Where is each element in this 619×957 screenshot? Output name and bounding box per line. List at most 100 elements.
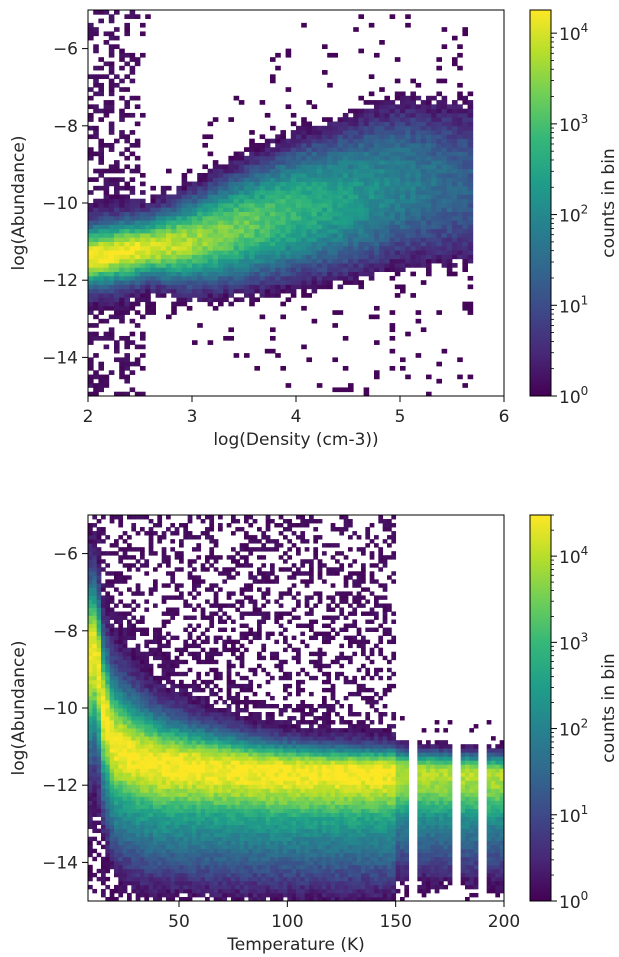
heatmap-cell	[441, 151, 448, 157]
heatmap-cell	[254, 215, 260, 221]
heatmap-cell	[92, 623, 98, 628]
heatmap-cell	[144, 804, 150, 809]
heatmap-cell	[457, 125, 463, 131]
heatmap-cell	[166, 559, 171, 564]
heatmap-cell	[244, 280, 250, 285]
heatmap-cell	[436, 57, 442, 62]
heatmap-cell	[166, 876, 171, 882]
heatmap-cell	[105, 716, 111, 721]
heatmap-cell	[238, 237, 245, 242]
heatmap-cell	[436, 241, 442, 247]
heatmap-cell	[127, 619, 132, 624]
heatmap-cell	[166, 220, 172, 225]
heatmap-cell	[105, 579, 111, 584]
heatmap-cell	[109, 780, 115, 785]
heatmap-cell	[223, 271, 229, 277]
heatmap-cell	[88, 228, 94, 234]
heatmap-cell	[358, 267, 364, 273]
heatmap-cell	[218, 164, 224, 170]
heatmap-cell	[379, 112, 385, 118]
heatmap-cell	[196, 736, 202, 741]
heatmap-cell	[389, 241, 396, 247]
heatmap-cell	[145, 254, 151, 260]
heatmap-cell	[93, 263, 99, 268]
heatmap-cell	[254, 203, 260, 208]
heatmap-cell	[183, 808, 189, 813]
heatmap-cell	[202, 297, 208, 303]
heatmap-cell	[259, 293, 266, 298]
heatmap-cell	[457, 374, 463, 380]
heatmap-cell	[405, 258, 411, 264]
heatmap-cell	[420, 134, 427, 140]
heatmap-cell	[105, 812, 111, 817]
heatmap-cell	[348, 263, 354, 268]
heatmap-cell	[311, 155, 318, 161]
heatmap-cell	[166, 864, 171, 870]
heatmap-cell	[88, 820, 93, 825]
heatmap-cell	[88, 647, 93, 653]
heatmap-cell	[144, 808, 150, 813]
heatmap-cell	[118, 555, 124, 560]
heatmap-cell	[122, 884, 128, 890]
heatmap-cell	[290, 233, 297, 238]
heatmap-cell	[108, 224, 115, 230]
heatmap-cell	[311, 258, 318, 264]
heatmap-cell	[127, 547, 132, 552]
heatmap-cell	[148, 591, 154, 596]
heatmap-cell	[196, 635, 202, 641]
heatmap-cell	[415, 82, 422, 88]
heatmap-cell	[170, 840, 176, 846]
heatmap-cell	[92, 523, 98, 528]
heatmap-cell	[122, 796, 128, 801]
heatmap-cell	[337, 258, 344, 264]
heatmap-cell	[124, 233, 130, 238]
heatmap-cell	[337, 155, 344, 161]
heatmap-cell	[160, 258, 167, 264]
heatmap-cell	[140, 816, 145, 821]
heatmap-cell	[384, 95, 390, 101]
heatmap-cell	[166, 896, 171, 902]
heatmap-cell	[183, 603, 189, 608]
heatmap-cell	[105, 643, 111, 649]
heatmap-cell	[394, 241, 401, 247]
heatmap-cell	[280, 288, 286, 294]
heatmap-cell	[183, 768, 189, 773]
heatmap-cell	[179, 872, 184, 878]
heatmap-cell	[118, 716, 124, 721]
heatmap-cell	[368, 181, 375, 187]
heatmap-cell	[332, 237, 338, 242]
heatmap-cell	[415, 194, 422, 200]
heatmap-cell	[105, 740, 111, 745]
heatmap-cell	[183, 888, 189, 894]
heatmap-cell	[212, 224, 219, 230]
heatmap-cell	[88, 147, 94, 152]
heatmap-cell	[140, 52, 146, 58]
heatmap-cell	[127, 896, 132, 902]
heatmap-cell	[88, 840, 93, 846]
heatmap-cell	[166, 563, 171, 568]
heatmap-cell	[127, 740, 132, 745]
heatmap-cell	[170, 539, 176, 544]
heatmap-cell	[118, 816, 124, 821]
heatmap-cell	[196, 655, 202, 661]
heatmap-cell	[135, 740, 141, 745]
heatmap-cell	[166, 832, 171, 838]
heatmap-cell	[131, 812, 137, 817]
heatmap-cell	[118, 884, 124, 890]
heatmap-cell	[166, 583, 171, 588]
heatmap-cell	[183, 796, 189, 801]
heatmap-cell	[270, 348, 276, 354]
heatmap-cell	[337, 194, 344, 200]
heatmap-cell	[457, 104, 463, 110]
heatmap-cell	[129, 237, 136, 242]
heatmap-cell	[363, 177, 370, 182]
heatmap-cell	[467, 220, 474, 225]
heatmap-cell	[446, 177, 453, 182]
heatmap-cell	[135, 828, 141, 834]
heatmap-cell	[98, 254, 104, 260]
heatmap-cell	[114, 579, 119, 584]
heatmap-cell	[238, 203, 245, 208]
heatmap-cell	[124, 263, 130, 268]
heatmap-cell	[124, 267, 130, 273]
heatmap-cell	[119, 52, 125, 58]
